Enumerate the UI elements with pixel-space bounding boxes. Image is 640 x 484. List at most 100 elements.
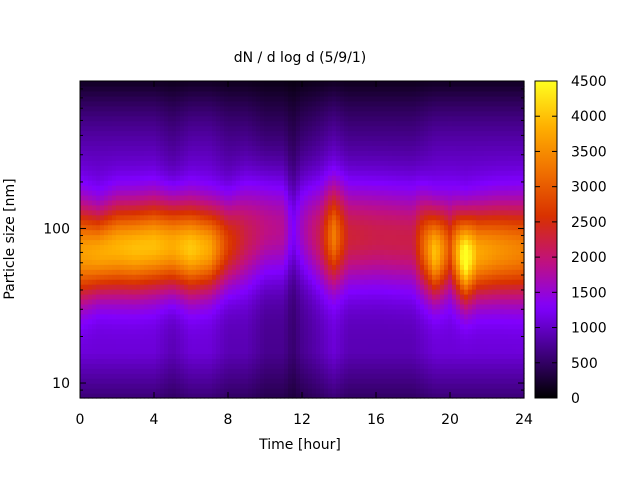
heatmap-cell xyxy=(248,284,253,290)
heatmap-cell xyxy=(272,229,277,236)
heatmap-cell xyxy=(84,224,89,231)
heatmap-cell xyxy=(92,343,97,350)
heatmap-cell xyxy=(296,388,301,394)
heatmap-cell xyxy=(320,333,325,340)
heatmap-cell xyxy=(388,289,393,295)
heatmap-cell xyxy=(160,85,165,92)
heatmap-cell xyxy=(176,185,181,191)
heatmap-cell xyxy=(116,259,121,265)
heatmap-cell xyxy=(328,85,333,92)
heatmap-cell xyxy=(352,95,357,102)
heatmap-cell xyxy=(84,289,89,295)
heatmap-cell xyxy=(168,204,173,211)
heatmap-cell xyxy=(272,120,277,127)
heatmap-cell xyxy=(368,298,373,305)
heatmap-cell xyxy=(128,125,133,132)
heatmap-cell xyxy=(316,219,321,226)
heatmap-cell xyxy=(124,333,129,340)
heatmap-cell xyxy=(360,348,365,355)
heatmap-cell xyxy=(284,254,289,260)
heatmap-cell xyxy=(80,165,85,171)
heatmap-cell xyxy=(340,303,345,310)
heatmap-cell xyxy=(300,194,305,201)
heatmap-cell xyxy=(320,348,325,355)
heatmap-cell xyxy=(124,115,129,122)
heatmap-cell xyxy=(148,249,153,255)
heatmap-cell xyxy=(192,135,197,142)
heatmap-cell xyxy=(112,328,117,335)
heatmap-cell xyxy=(368,170,373,176)
heatmap-cell xyxy=(308,100,313,107)
heatmap-cell xyxy=(300,85,305,92)
heatmap-cell xyxy=(280,343,285,350)
heatmap-cell xyxy=(212,234,217,241)
heatmap-cell xyxy=(276,393,281,399)
heatmap-cell xyxy=(156,254,161,260)
heatmap-cell xyxy=(252,120,257,127)
heatmap-cell xyxy=(228,185,233,191)
heatmap-cell xyxy=(332,348,337,355)
heatmap-cell xyxy=(352,348,357,355)
heatmap-cell xyxy=(240,249,245,255)
heatmap-cell xyxy=(220,313,225,320)
heatmap-cell xyxy=(196,254,201,260)
heatmap-cell xyxy=(92,338,97,345)
heatmap-cell xyxy=(372,353,377,359)
heatmap-cell xyxy=(136,298,141,305)
heatmap-cell xyxy=(168,383,173,389)
heatmap-cell xyxy=(188,254,193,260)
heatmap-cell xyxy=(368,279,373,285)
heatmap-cell xyxy=(300,289,305,295)
heatmap-cell xyxy=(328,140,333,146)
heatmap-cell xyxy=(132,313,137,320)
heatmap-cell xyxy=(276,244,281,250)
heatmap-cell xyxy=(244,81,249,87)
heatmap-cell xyxy=(348,229,353,236)
heatmap-cell xyxy=(236,140,241,146)
heatmap-cell xyxy=(256,224,261,231)
heatmap-cell xyxy=(128,348,133,355)
heatmap-cell xyxy=(228,130,233,137)
heatmap-cell xyxy=(92,135,97,142)
heatmap-cell xyxy=(288,100,293,107)
heatmap-cell xyxy=(316,239,321,246)
heatmap-cell xyxy=(288,313,293,320)
heatmap-cell xyxy=(260,363,265,369)
heatmap-cell xyxy=(360,328,365,335)
heatmap-cell xyxy=(92,308,97,315)
heatmap-cell xyxy=(176,388,181,394)
heatmap-cell xyxy=(236,180,241,186)
heatmap-cell xyxy=(136,81,141,87)
heatmap-cell xyxy=(384,155,389,161)
heatmap-cell xyxy=(304,150,309,156)
heatmap-cell xyxy=(84,333,89,340)
heatmap-cell xyxy=(312,145,317,151)
heatmap-cell xyxy=(280,249,285,255)
heatmap-cell xyxy=(360,90,365,97)
heatmap-cell xyxy=(244,229,249,236)
heatmap-cell xyxy=(124,194,129,201)
heatmap-cell xyxy=(256,189,261,196)
heatmap-cell xyxy=(272,209,277,216)
heatmap-cell xyxy=(88,318,93,325)
heatmap-cell xyxy=(132,383,137,389)
heatmap-cell xyxy=(356,293,361,300)
heatmap-cell xyxy=(300,383,305,389)
heatmap-cell xyxy=(220,298,225,305)
heatmap-cell xyxy=(316,298,321,305)
heatmap-cell xyxy=(364,239,369,246)
heatmap-cell xyxy=(312,289,317,295)
heatmap-cell xyxy=(324,165,329,171)
heatmap-cell xyxy=(336,130,341,137)
heatmap-cell xyxy=(376,155,381,161)
heatmap-cell xyxy=(160,219,165,226)
heatmap-cell xyxy=(264,155,269,161)
heatmap-cell xyxy=(364,333,369,340)
heatmap-cell xyxy=(208,363,213,369)
heatmap-cell xyxy=(144,189,149,196)
heatmap-cell xyxy=(100,393,105,399)
heatmap-cell xyxy=(288,259,293,265)
heatmap-cell xyxy=(128,110,133,117)
heatmap-cell xyxy=(352,135,357,142)
heatmap-cell xyxy=(328,264,333,270)
